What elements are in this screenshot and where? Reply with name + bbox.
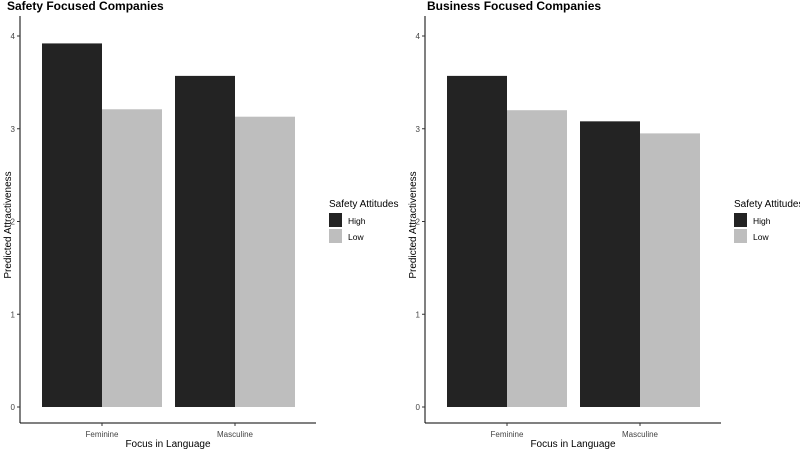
- x-tick-label: Masculine: [217, 430, 254, 439]
- legend-item-low: Low: [329, 229, 364, 243]
- y-tick-label: 3: [416, 125, 421, 134]
- y-tick-label: 3: [11, 125, 16, 134]
- bar-high-feminine: [42, 43, 102, 408]
- plot-area: 0 1 2 3 4 Feminine Masculine: [11, 16, 316, 439]
- y-tick-label: 1: [416, 310, 421, 319]
- chart-title: Business Focused Companies: [427, 0, 601, 13]
- legend-title: Safety Attitudes: [734, 199, 800, 210]
- legend-label-low: Low: [348, 232, 364, 242]
- y-tick-label: 4: [416, 32, 421, 41]
- plot-area: 0 1 2 3 4 Feminine Masculine: [416, 16, 721, 439]
- x-tick-label: Masculine: [622, 430, 659, 439]
- bar-high-feminine: [447, 75, 507, 407]
- bar-low-masculine: [640, 133, 700, 407]
- legend-swatch-high: [734, 213, 747, 227]
- y-tick-label: 4: [11, 32, 16, 41]
- bar-low-feminine: [507, 110, 567, 407]
- y-axis-title: Predicted Attractiveness: [3, 171, 14, 278]
- x-axis-title: Focus in Language: [530, 439, 616, 450]
- legend-item-low: Low: [734, 229, 769, 243]
- bar-low-feminine: [102, 109, 162, 408]
- bar-low-masculine: [235, 116, 295, 407]
- y-tick-label: 2: [416, 218, 421, 227]
- panel-business: Business Focused Companies Predicted Att…: [408, 0, 800, 450]
- panel-safety: Safety Focused Companies Predicted Attra…: [3, 0, 399, 450]
- y-tick-label: 2: [11, 218, 16, 227]
- y-tick-label: 0: [11, 403, 16, 412]
- legend-label-high: High: [348, 216, 366, 226]
- y-tick-label: 1: [11, 310, 16, 319]
- legend-item-high: High: [734, 213, 771, 227]
- y-tick-label: 0: [416, 403, 421, 412]
- legend-swatch-high: [329, 213, 342, 227]
- legend-swatch-low: [734, 229, 747, 243]
- x-tick-label: Feminine: [86, 430, 119, 439]
- legend-item-high: High: [329, 213, 366, 227]
- legend-swatch-low: [329, 229, 342, 243]
- x-axis-title: Focus in Language: [125, 439, 211, 450]
- bar-high-masculine: [580, 121, 640, 407]
- x-tick-label: Feminine: [491, 430, 524, 439]
- legend-label-high: High: [753, 216, 771, 226]
- bar-high-masculine: [175, 75, 235, 407]
- legend-label-low: Low: [753, 232, 769, 242]
- y-axis-title: Predicted Attractiveness: [408, 171, 419, 278]
- legend-title: Safety Attitudes: [329, 199, 399, 210]
- chart-title: Safety Focused Companies: [7, 0, 164, 13]
